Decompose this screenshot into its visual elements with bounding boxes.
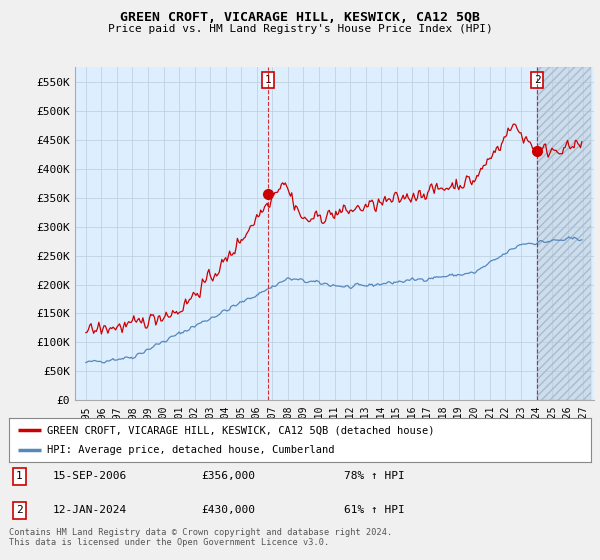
Text: 2: 2 bbox=[534, 75, 541, 85]
Text: Price paid vs. HM Land Registry's House Price Index (HPI): Price paid vs. HM Land Registry's House … bbox=[107, 24, 493, 34]
Text: 1: 1 bbox=[265, 75, 271, 85]
Bar bbox=[537, 67, 591, 400]
Text: 2: 2 bbox=[16, 505, 23, 515]
Text: 78% ↑ HPI: 78% ↑ HPI bbox=[344, 472, 404, 482]
Text: £356,000: £356,000 bbox=[201, 472, 255, 482]
Text: HPI: Average price, detached house, Cumberland: HPI: Average price, detached house, Cumb… bbox=[47, 445, 334, 455]
Text: £430,000: £430,000 bbox=[201, 505, 255, 515]
Text: 15-SEP-2006: 15-SEP-2006 bbox=[53, 472, 127, 482]
Text: 1: 1 bbox=[16, 472, 23, 482]
Text: Contains HM Land Registry data © Crown copyright and database right 2024.
This d: Contains HM Land Registry data © Crown c… bbox=[9, 528, 392, 547]
Bar bbox=[537, 67, 591, 400]
Text: GREEN CROFT, VICARAGE HILL, KESWICK, CA12 5QB (detached house): GREEN CROFT, VICARAGE HILL, KESWICK, CA1… bbox=[47, 425, 434, 435]
Text: 61% ↑ HPI: 61% ↑ HPI bbox=[344, 505, 404, 515]
Text: 12-JAN-2024: 12-JAN-2024 bbox=[53, 505, 127, 515]
Text: GREEN CROFT, VICARAGE HILL, KESWICK, CA12 5QB: GREEN CROFT, VICARAGE HILL, KESWICK, CA1… bbox=[120, 11, 480, 24]
